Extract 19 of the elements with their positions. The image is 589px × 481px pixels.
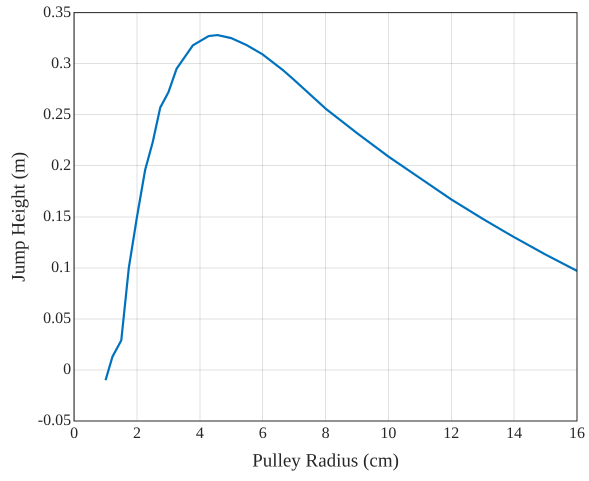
x-axis-title: Pulley Radius (cm) xyxy=(252,450,399,472)
x-tick-label: 16 xyxy=(569,424,585,442)
x-tick-label: 4 xyxy=(196,424,204,442)
x-tick-label: 2 xyxy=(132,424,141,442)
y-tick-label: 0.05 xyxy=(43,310,72,328)
y-axis-title: Jump Height (m) xyxy=(8,152,30,282)
y-tick-label: 0.25 xyxy=(43,106,72,123)
x-tick-label: 14 xyxy=(506,424,522,442)
x-tick-label: 12 xyxy=(443,424,460,442)
y-tick-label: 0.35 xyxy=(43,4,72,21)
x-tick-label: 10 xyxy=(380,424,396,442)
y-tick-label: -0.05 xyxy=(38,412,72,430)
x-tick-label: 6 xyxy=(258,424,267,442)
x-tick-label: 8 xyxy=(322,424,330,442)
y-tick-label: 0 xyxy=(63,361,72,378)
y-tick-label: 0.3 xyxy=(51,54,72,72)
y-tick-label: 0.2 xyxy=(51,156,72,174)
y-tick-label: 0.15 xyxy=(43,208,72,226)
y-tick-label: 0.1 xyxy=(51,259,72,276)
